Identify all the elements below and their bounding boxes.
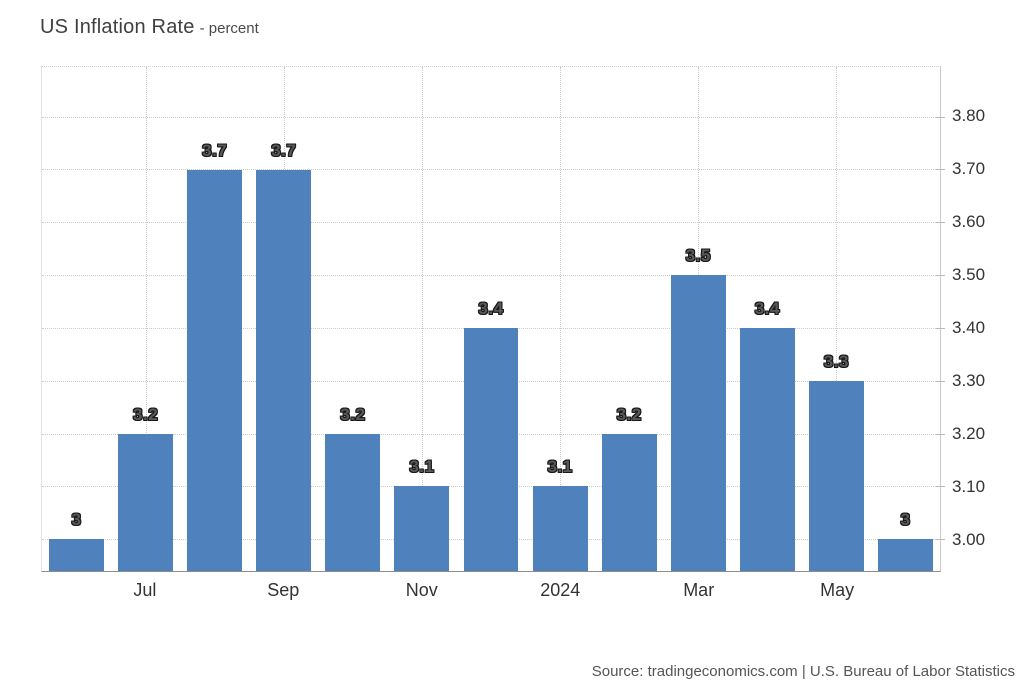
x-axis-label: Nov: [405, 580, 438, 600]
vertical-gridline: [145, 67, 147, 571]
x-axis-label: Jul: [133, 580, 157, 600]
chart-title: US Inflation Rate: [40, 16, 195, 38]
bar[interactable]: [49, 539, 104, 571]
bar-value-label: 3.7: [271, 140, 297, 160]
bar-value-label: 3.1: [409, 457, 435, 477]
y-axis-tick: [936, 327, 945, 329]
bar[interactable]: [256, 169, 312, 571]
horizontal-gridline: [42, 275, 940, 277]
bar-value-label: 3.4: [478, 298, 504, 318]
bar-value-label: 3.5: [685, 246, 711, 266]
bar[interactable]: [325, 433, 381, 571]
chart-subtitle: - percent: [199, 20, 259, 37]
y-axis-label: 3.40: [952, 318, 986, 338]
bar-value-label: 3.4: [754, 298, 780, 318]
plot-area: 3 3.2 3.7 3.7 3.2 3.1 3.4 3.1 3.2 3.5 3.4 3.3 3: [41, 66, 945, 572]
y-axis-label: 3.60: [952, 211, 986, 231]
horizontal-gridline: [42, 222, 940, 224]
x-axis-label: Mar: [683, 580, 715, 600]
y-axis-label: 3.10: [952, 477, 986, 497]
bar[interactable]: [878, 539, 933, 571]
y-axis-label: 3.70: [952, 158, 986, 178]
y-axis-tick: [936, 169, 945, 171]
bar-value-label: 3.2: [340, 404, 366, 424]
bar[interactable]: [118, 433, 174, 571]
vertical-gridline: [836, 67, 838, 571]
bar-value-label: 3.2: [616, 404, 642, 424]
y-axis-label: 3.30: [952, 371, 986, 391]
y-axis-label: 3.00: [952, 530, 986, 550]
bar[interactable]: [670, 275, 726, 571]
bar[interactable]: [808, 380, 864, 571]
y-axis-label: 3.20: [952, 424, 986, 444]
bar[interactable]: [394, 486, 450, 571]
bar[interactable]: [739, 327, 795, 571]
bar[interactable]: [187, 169, 243, 571]
y-axis-label: 3.50: [952, 264, 986, 284]
y-axis-label: 3.80: [952, 105, 986, 125]
source-attribution: Source: tradingeconomics.com | U.S. Bure…: [591, 663, 1015, 680]
bar-value-label: 3.3: [823, 351, 849, 371]
y-axis-tick: [936, 275, 945, 277]
bar-value-label: 3.7: [202, 140, 228, 160]
bar[interactable]: [463, 327, 519, 571]
y-axis-tick: [936, 486, 945, 488]
vertical-gridline: [560, 67, 562, 571]
horizontal-gridline: [42, 116, 940, 118]
x-axis-label: 2024: [540, 580, 581, 600]
x-axis: Jul Sep Nov 2024 Mar May: [41, 578, 941, 604]
bar-value-label: 3: [900, 510, 911, 530]
horizontal-gridline: [42, 169, 940, 171]
x-axis-label: May: [820, 580, 855, 600]
bar[interactable]: [532, 486, 588, 571]
x-axis-label: Sep: [267, 580, 300, 600]
bar-value-label: 3.1: [547, 457, 573, 477]
y-axis-tick: [936, 380, 945, 382]
y-axis: 3.00 3.10 3.20 3.30 3.40 3.50 3.60 3.70 3.80: [942, 66, 1022, 572]
y-axis-tick: [936, 539, 945, 541]
y-axis-tick: [936, 222, 945, 224]
vertical-gridline: [421, 67, 423, 571]
y-axis-tick: [936, 116, 945, 118]
bar-value-label: 3.2: [133, 404, 159, 424]
bar[interactable]: [601, 433, 657, 571]
chart-header: US Inflation Rate - percent: [40, 16, 259, 39]
bar-value-label: 3: [71, 510, 82, 530]
y-axis-tick: [936, 433, 945, 435]
